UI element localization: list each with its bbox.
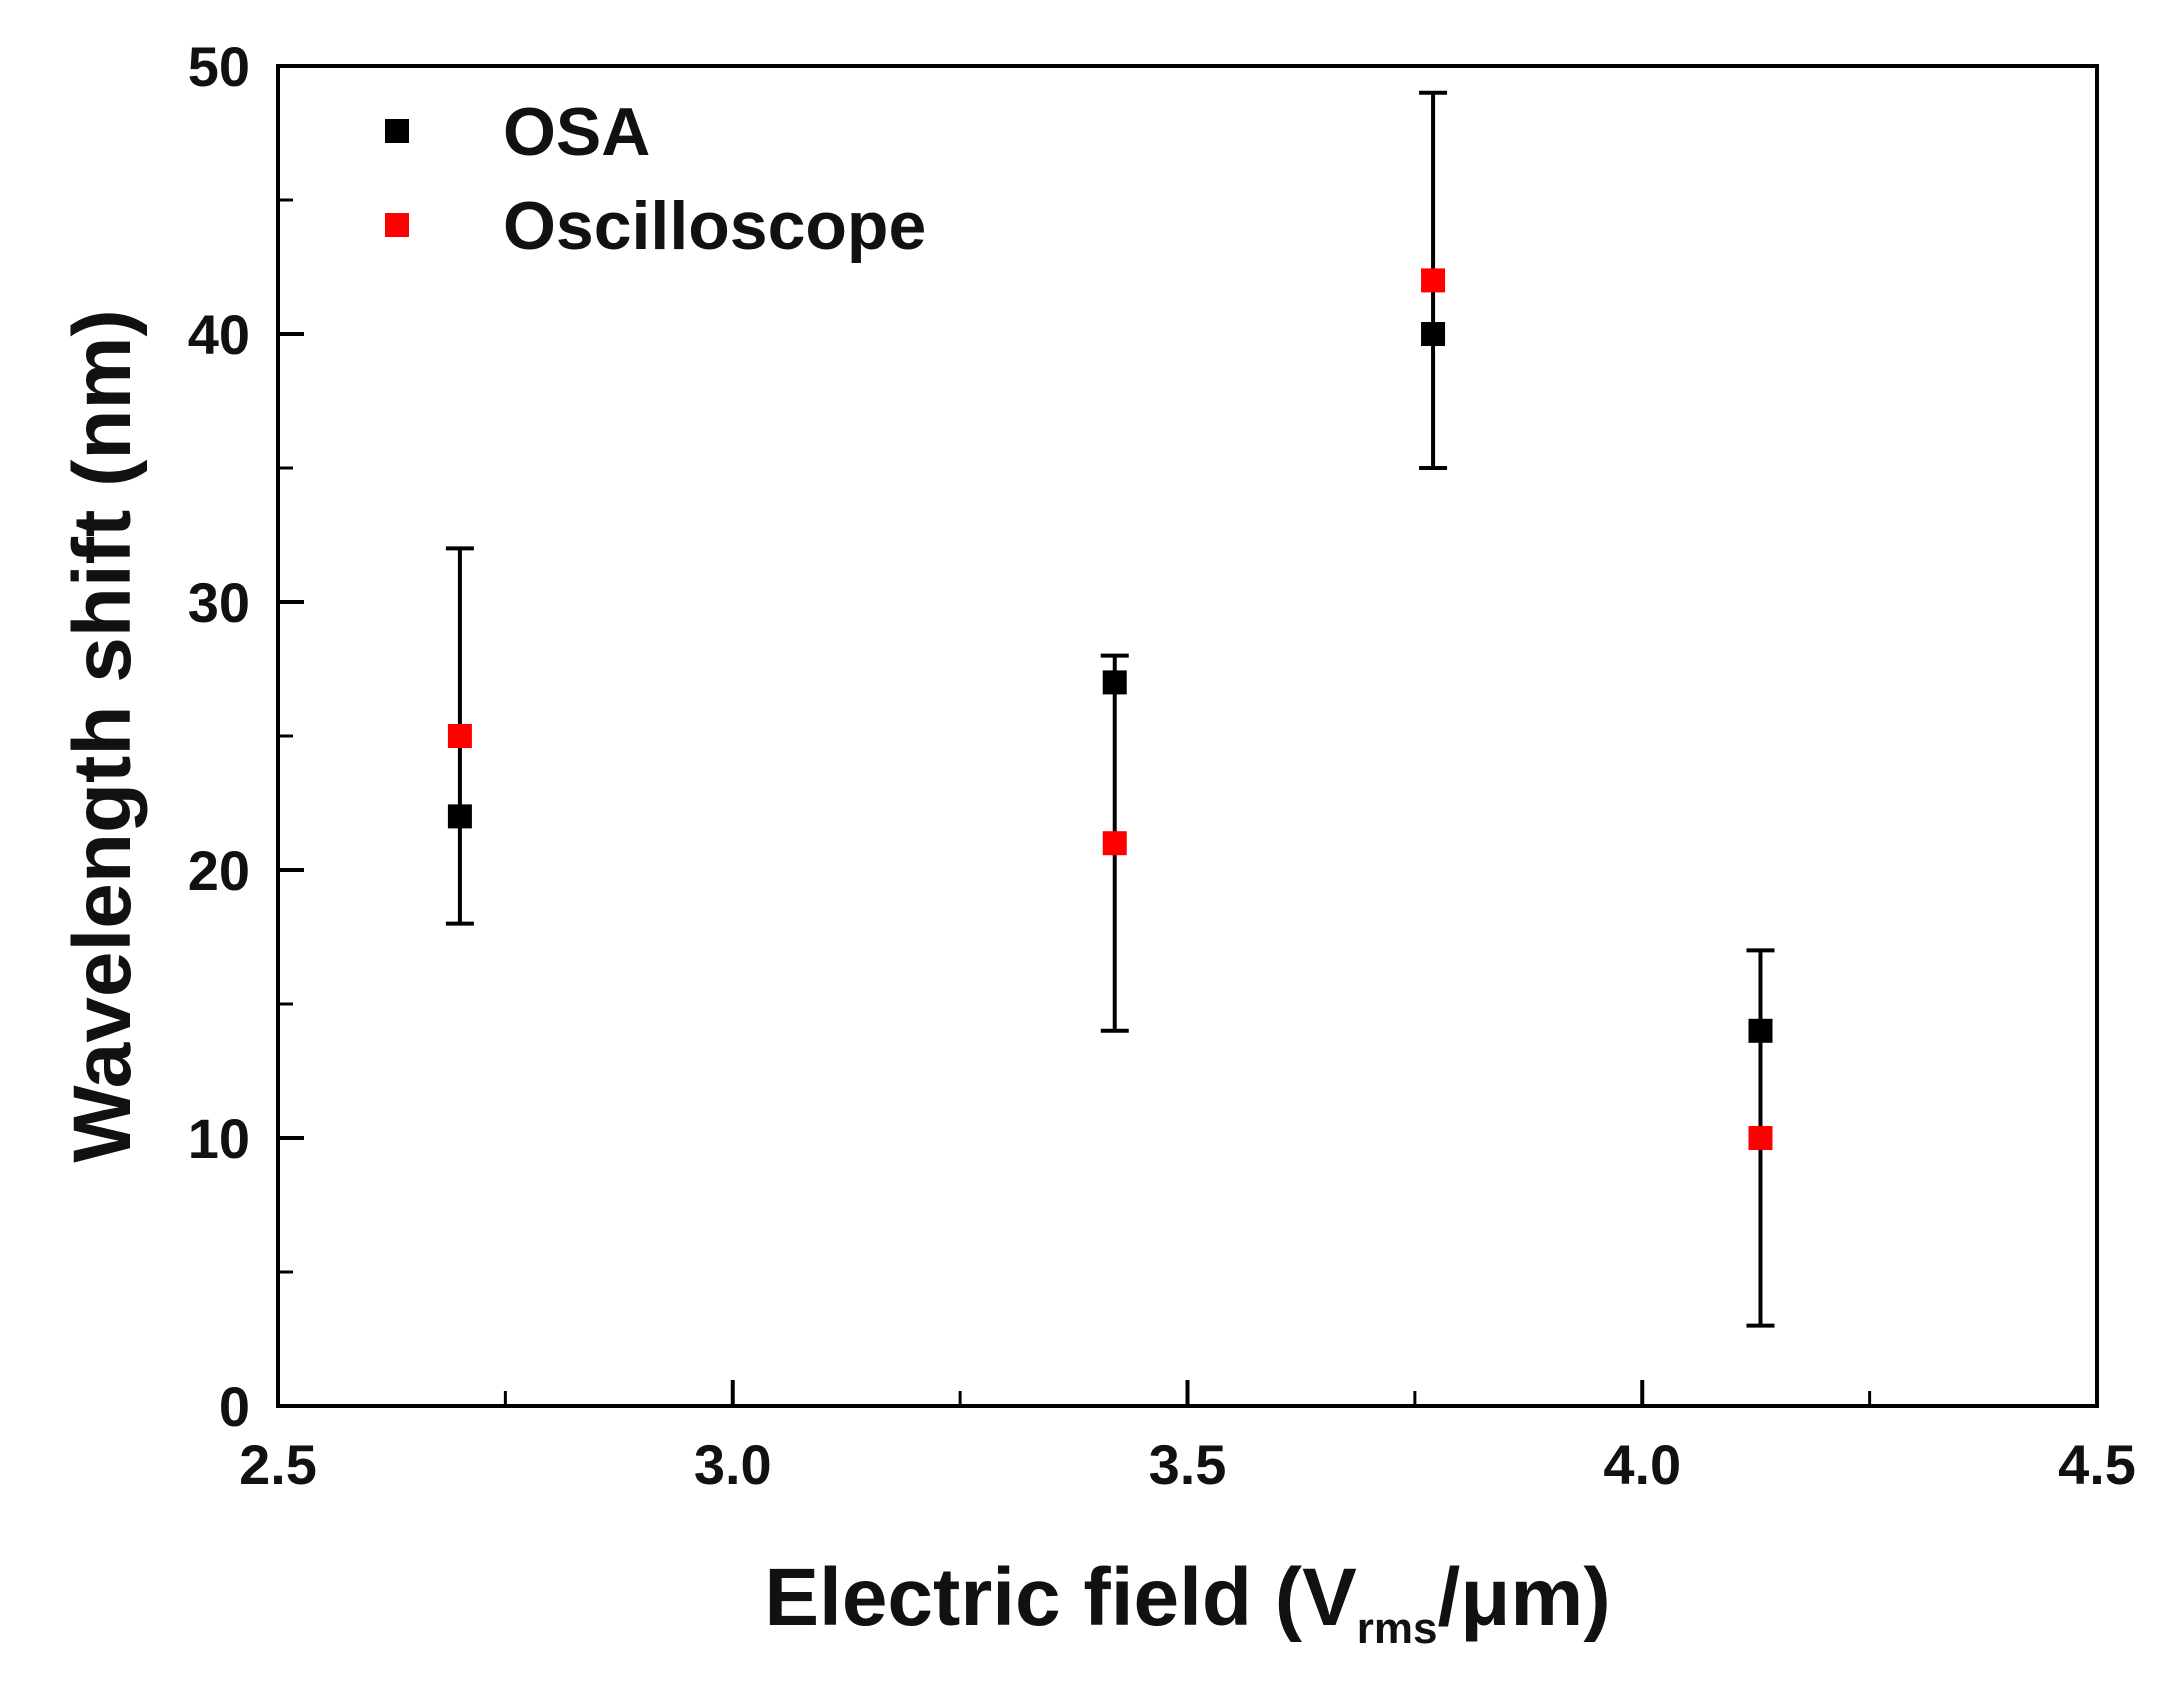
y-tick-label: 30: [188, 571, 250, 634]
legend: OSA Oscilloscope: [385, 94, 926, 264]
legend-marker: [385, 119, 409, 143]
marker-osa: [447, 804, 472, 829]
marker-oscilloscope: [1102, 831, 1127, 856]
plot-frame: [276, 64, 2099, 1408]
axes: 2.5 3.0 3.5 4.0 4.5 0 10 20 30 40 50: [188, 35, 2136, 1496]
y-tick-label: 10: [188, 1107, 250, 1170]
y-tick-label: 0: [219, 1375, 250, 1438]
x-tick-label: 3.0: [694, 1433, 772, 1496]
marker-oscilloscope: [447, 724, 472, 748]
x-tick-label: 4.0: [1603, 1433, 1681, 1496]
marker-osa: [1748, 1018, 1773, 1043]
error-bars: [445, 90, 1775, 1328]
x-axis-title: Electric field (Vrms/μm): [764, 1552, 1610, 1653]
y-tick-label: 40: [188, 303, 250, 366]
x-tick-label: 2.5: [239, 1433, 317, 1496]
data-markers: [447, 268, 1773, 1150]
legend-label: Oscilloscope: [503, 188, 926, 264]
y-axis-title: Wavelength shift (nm): [57, 309, 148, 1162]
marker-oscilloscope: [1421, 268, 1446, 293]
legend-marker: [385, 213, 409, 237]
legend-label: OSA: [503, 94, 650, 170]
y-tick-label: 50: [188, 35, 250, 98]
marker-osa: [1421, 322, 1446, 346]
x-tick-label: 4.5: [2058, 1433, 2136, 1496]
marker-oscilloscope: [1748, 1126, 1773, 1150]
x-tick-label: 3.5: [1149, 1433, 1227, 1496]
marker-osa: [1102, 670, 1127, 695]
y-tick-label: 20: [188, 839, 250, 902]
axis-titles: Wavelength shift (nm) Electric field (Vrm…: [57, 309, 1611, 1653]
